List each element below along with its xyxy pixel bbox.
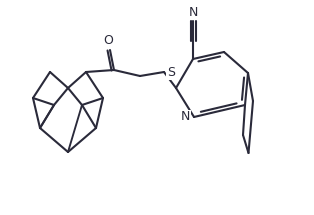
Text: O: O xyxy=(103,34,113,48)
Text: S: S xyxy=(167,66,175,78)
Text: N: N xyxy=(180,111,190,123)
Text: N: N xyxy=(188,6,198,18)
